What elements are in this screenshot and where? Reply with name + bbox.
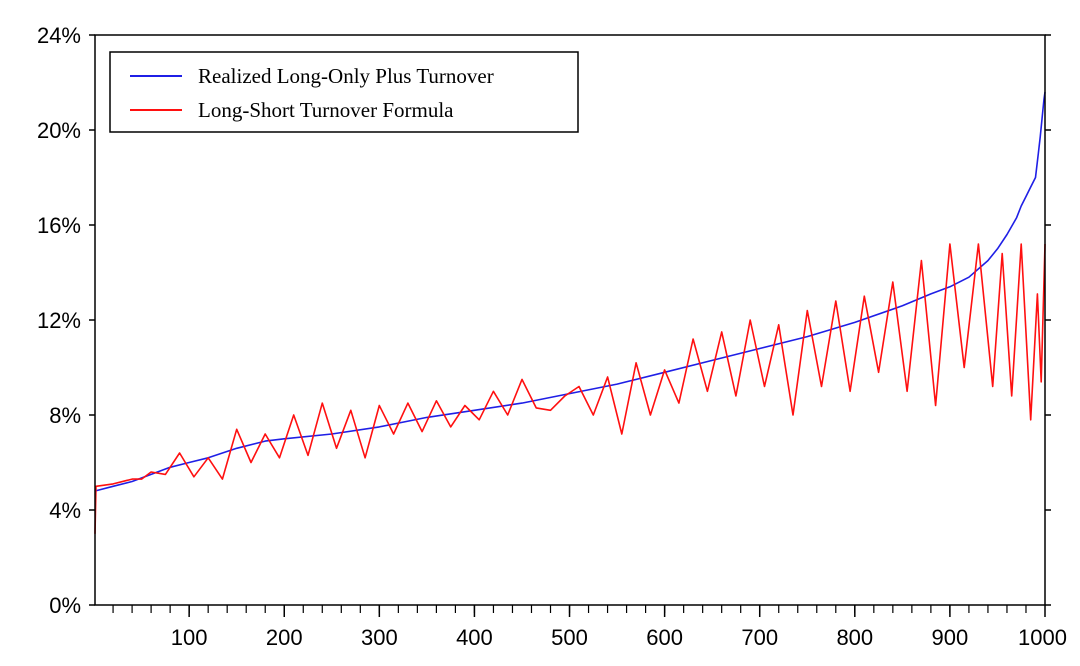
series-line-long-short-formula	[94, 243, 1046, 534]
legend-box	[109, 51, 579, 133]
x-tick-label: 400	[456, 625, 493, 650]
legend-label: Realized Long-Only Plus Turnover	[198, 64, 494, 88]
y-tick-label: 20%	[37, 118, 81, 143]
x-tick-label: 900	[932, 625, 969, 650]
x-tick-label: 1000	[1018, 625, 1067, 650]
y-tick-label: 0%	[49, 593, 81, 618]
axes: 0% 4% 8% 12% 16% 20% 24% 100 200 300 400 500 600 700 8…	[37, 23, 1067, 650]
x-tick-label: 600	[646, 625, 683, 650]
y-tick-label: 16%	[37, 213, 81, 238]
series-line-realized-long-only	[94, 91, 1046, 492]
plot-area	[94, 91, 1046, 534]
y-tick-label: 24%	[37, 23, 81, 48]
y-tick-label: 8%	[49, 403, 81, 428]
y-tick-label: 12%	[37, 308, 81, 333]
x-tick-label: 200	[266, 625, 303, 650]
legend-label: Long-Short Turnover Formula	[198, 98, 454, 122]
x-tick-label: 100	[171, 625, 208, 650]
x-tick-label: 800	[836, 625, 873, 650]
x-tick-label: 500	[551, 625, 588, 650]
x-tick-label: 300	[361, 625, 398, 650]
x-tick-label: 700	[741, 625, 778, 650]
legend: Realized Long-Only Plus Turnover Long-Sho…	[109, 51, 579, 133]
y-tick-label: 4%	[49, 498, 81, 523]
